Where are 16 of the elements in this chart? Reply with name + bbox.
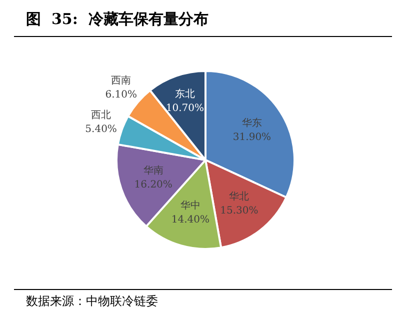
data-label: 16.20% — [134, 180, 172, 191]
data-label: 6.10% — [105, 90, 137, 101]
slice-label: 华中 — [180, 200, 200, 212]
slice-label: 东北 — [174, 88, 195, 100]
data-label: 15.30% — [220, 205, 258, 216]
chart-title: 图 35: 冷藏车保有量分布 — [26, 10, 208, 29]
source-note: 数据来源：中物联冷链委 — [26, 293, 158, 310]
slice-label: 西南 — [111, 74, 132, 87]
data-label: 14.40% — [171, 214, 210, 226]
slice-label: 华东 — [242, 116, 262, 129]
slice-label: 华北 — [229, 190, 250, 202]
slice-label: 西北 — [91, 108, 112, 121]
data-label: 5.40% — [85, 124, 117, 135]
slice-label: 华南 — [143, 164, 164, 177]
data-label: 31.90% — [232, 132, 272, 143]
data-label: 10.70% — [166, 102, 204, 114]
